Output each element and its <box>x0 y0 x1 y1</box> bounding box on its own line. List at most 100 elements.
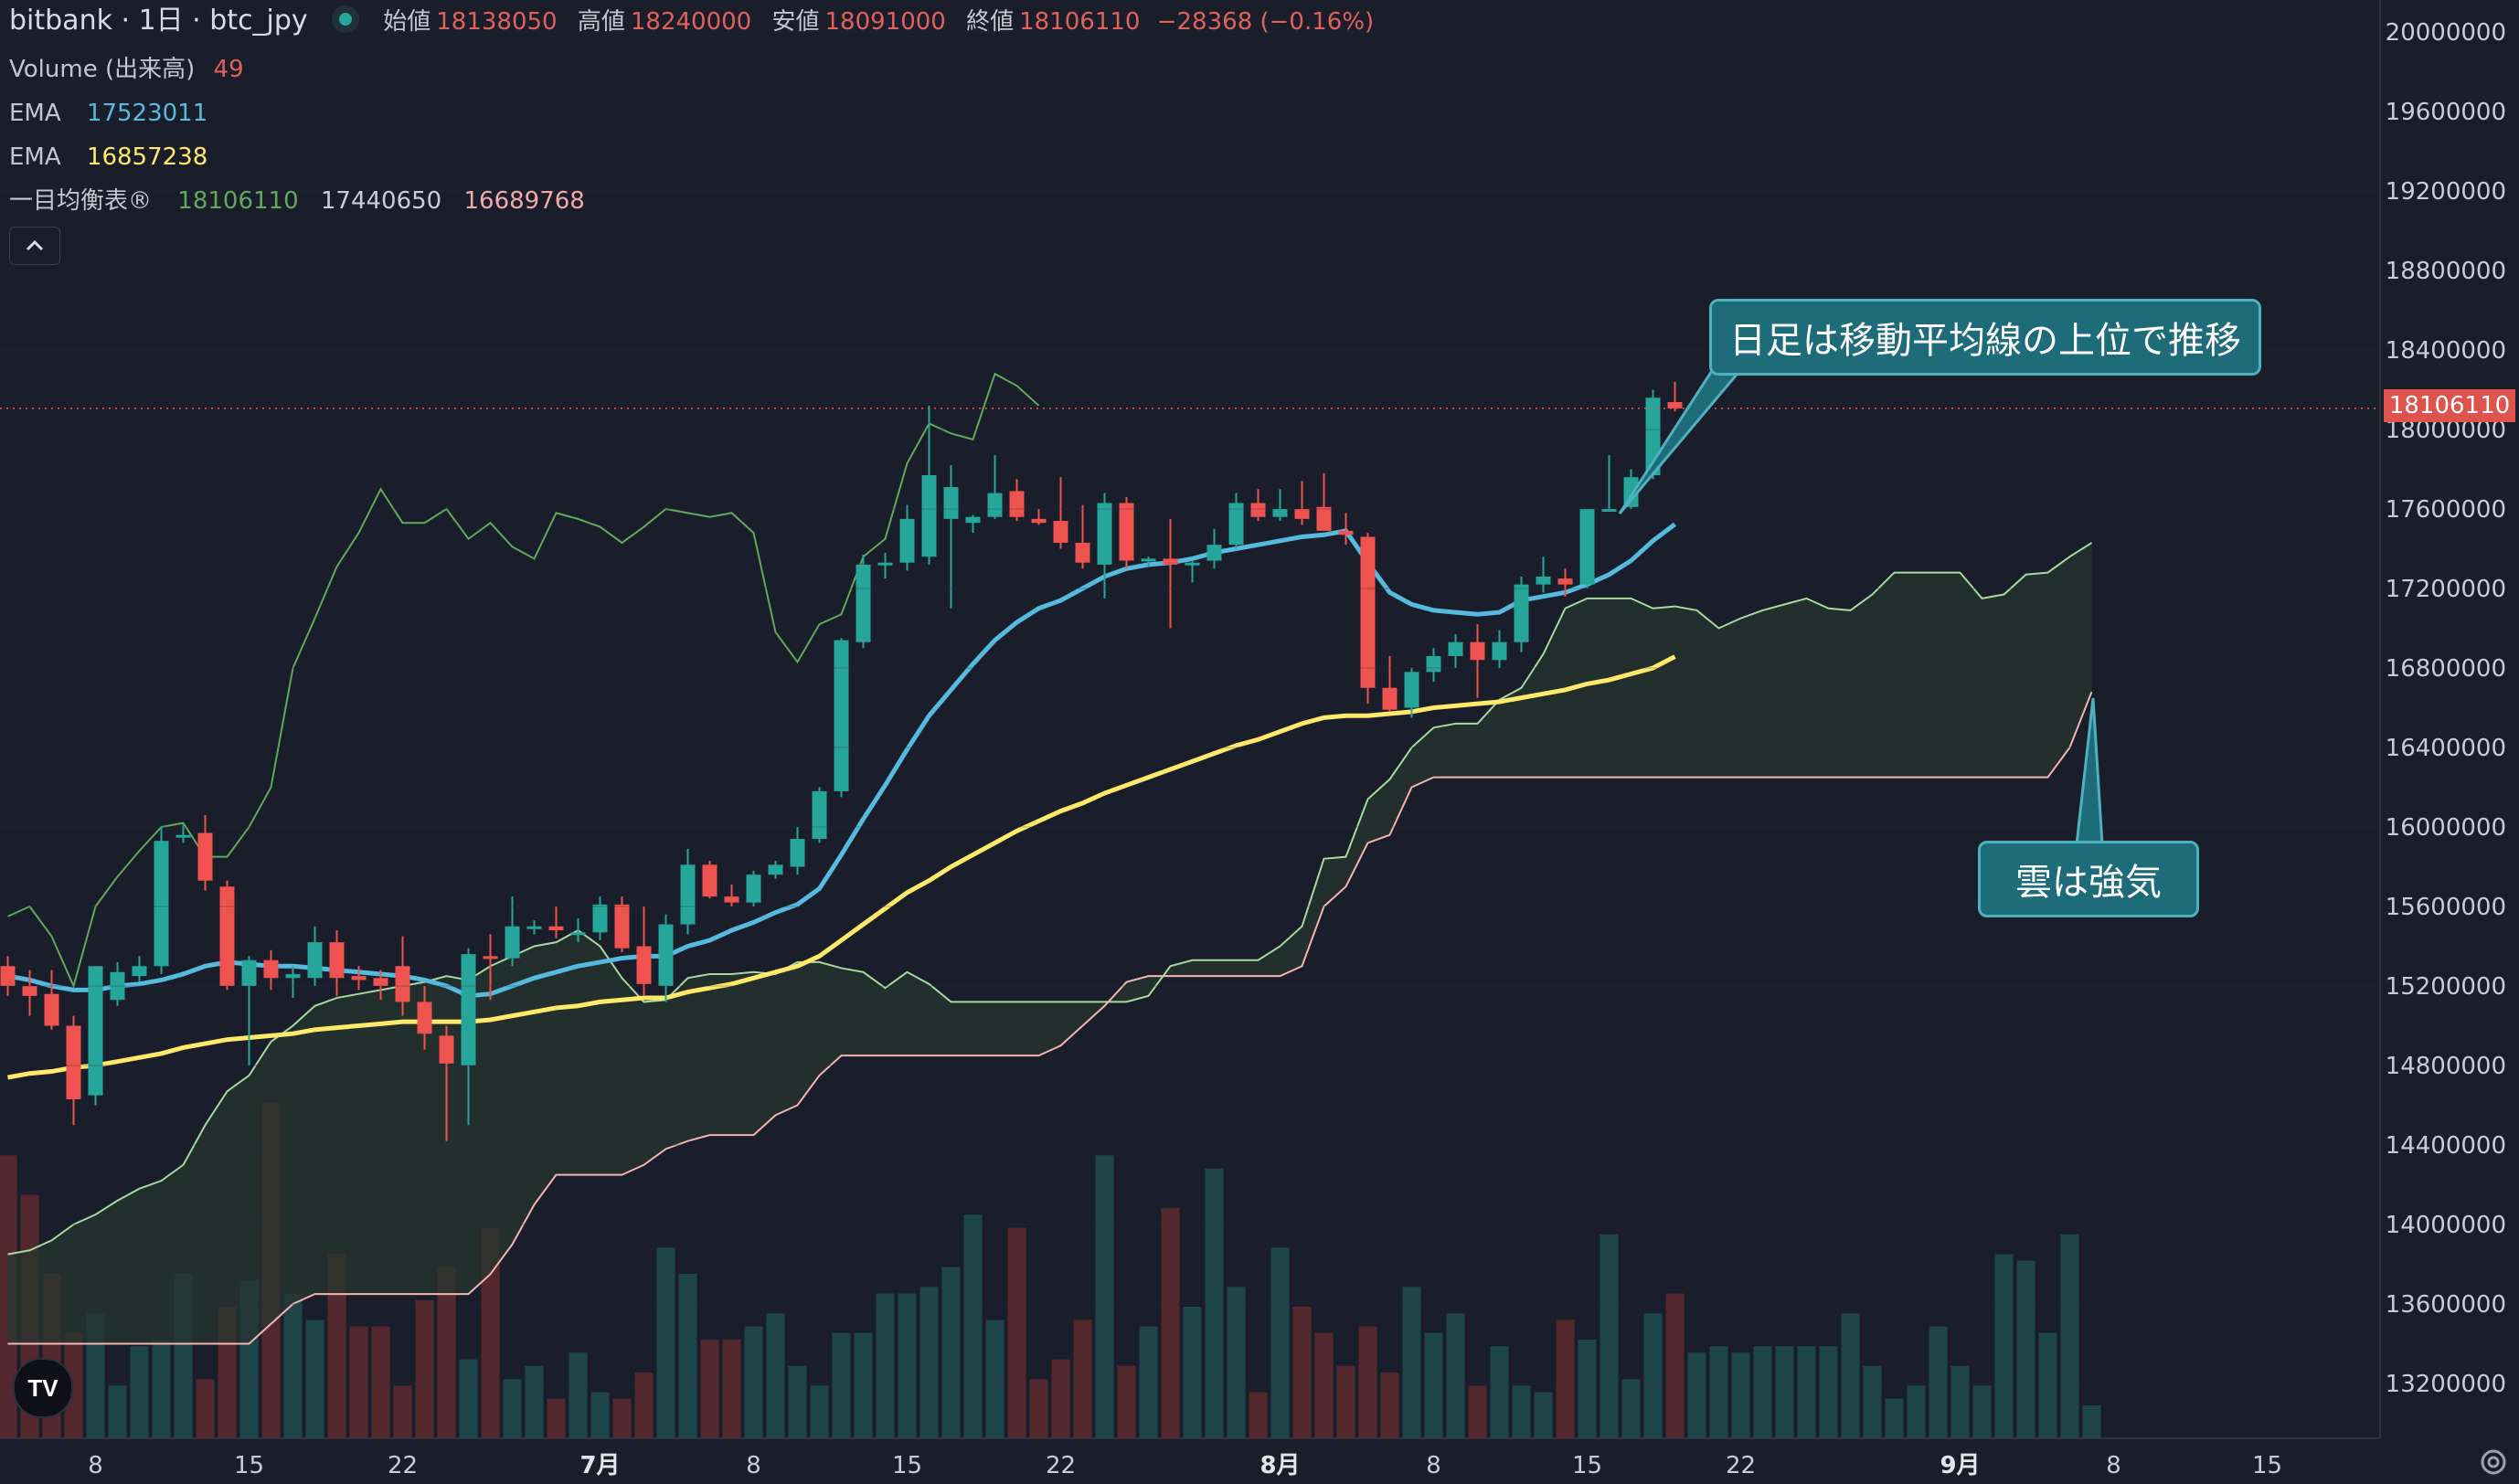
candle-body <box>1360 536 1376 688</box>
candle-body <box>548 926 564 931</box>
price-tick-label: 14400000 <box>2386 1132 2506 1160</box>
volume-bar <box>963 1214 983 1438</box>
volume-bar <box>108 1385 127 1438</box>
candle-body <box>1316 506 1332 531</box>
ema-slow-line <box>7 654 1676 1080</box>
price-axis: 13200000 13600000 14000000 14400000 14800000… <box>0 19 2506 1398</box>
candle-body <box>1097 503 1112 565</box>
open-value: 18138050 <box>436 8 558 36</box>
candle-body <box>175 834 191 838</box>
collapse-legend-button[interactable] <box>9 227 60 265</box>
price-tick-label: 15200000 <box>2386 973 2506 1001</box>
volume-bar <box>349 1326 368 1438</box>
candle-body <box>22 986 37 996</box>
candle-body <box>877 562 893 566</box>
ema-slow-legend[interactable]: EMA 16857238 <box>9 143 213 172</box>
volume-bar <box>612 1398 632 1438</box>
candle-body <box>66 1025 81 1099</box>
volume-bar <box>525 1365 544 1438</box>
volume-bar <box>481 1227 500 1438</box>
close-value: 18106110 <box>1019 8 1141 36</box>
candle-body <box>1579 509 1595 585</box>
candle-body <box>373 978 388 986</box>
candle-body <box>241 959 257 986</box>
volume-bar <box>1095 1155 1114 1438</box>
candle-body <box>1514 584 1529 642</box>
indicator-lines <box>7 372 1677 1080</box>
candle-body <box>921 475 937 557</box>
volume-bar <box>898 1293 917 1438</box>
tradingview-logo-icon[interactable]: TV <box>13 1358 73 1418</box>
ema-fast-legend[interactable]: EMA 17523011 <box>9 99 213 128</box>
price-tick-label: 15600000 <box>2386 894 2506 921</box>
annotation-cloud-bullish[interactable]: 雲は強気 <box>1978 841 2199 917</box>
volume-bar <box>569 1352 588 1438</box>
volume-bar <box>1051 1359 1070 1438</box>
volume-bar <box>678 1274 697 1438</box>
time-tick-label: 22 <box>1726 1452 1756 1479</box>
volume-bar <box>196 1379 215 1438</box>
ichimoku-cloud <box>7 542 2093 1345</box>
candle-body <box>1404 672 1419 708</box>
candle-body <box>44 993 59 1026</box>
ema-slow-value: 16857238 <box>86 143 208 171</box>
candle-body <box>1119 503 1134 561</box>
candle-body <box>856 564 871 642</box>
volume-bar <box>1753 1346 1772 1438</box>
candle-body <box>1075 542 1090 563</box>
time-tick-label: 8 <box>1426 1452 1441 1479</box>
volume-bar <box>1468 1385 1487 1438</box>
candle-body <box>351 976 367 980</box>
ema-fast-label: EMA <box>9 100 61 127</box>
candle-body <box>614 904 630 949</box>
candle-body <box>0 966 16 986</box>
volume-bar <box>437 1267 456 1438</box>
volume-bar <box>1972 1385 1992 1438</box>
volume-bar <box>152 1340 171 1438</box>
time-axis: 8 15 22 7月 8 15 22 8月 8 15 22 9月 8 15 <box>88 1452 2282 1479</box>
ema-slow-label: EMA <box>9 143 61 171</box>
low-value: 18091000 <box>824 8 946 36</box>
candle-body <box>965 516 981 524</box>
volume-bar <box>788 1365 807 1438</box>
time-tick-label: 8 <box>746 1452 761 1479</box>
volume-bar <box>1950 1365 1970 1438</box>
chikou-span-line <box>7 372 1040 989</box>
ichimoku-legend[interactable]: 一目均衡表® 18106110 17440650 16689768 <box>9 186 590 216</box>
volume-bar <box>1885 1398 1904 1438</box>
candle-body <box>483 956 498 959</box>
volume-bar <box>1402 1287 1421 1438</box>
callout-pointer-top <box>1618 362 1749 514</box>
price-tick-label: 17600000 <box>2386 496 2506 524</box>
volume-bar <box>1709 1346 1728 1438</box>
candle-body <box>1557 578 1573 585</box>
candle-body <box>943 487 959 519</box>
volume-bar <box>656 1247 675 1438</box>
volume-bar <box>919 1287 939 1438</box>
candle-body <box>285 973 301 979</box>
volume-bar <box>415 1299 434 1438</box>
gear-icon[interactable] <box>2475 1444 2512 1480</box>
symbol-title[interactable]: bitbank · 1日 · btc_jpy <box>9 5 308 37</box>
volume-bar <box>371 1326 390 1438</box>
volume-legend[interactable]: Volume (出来高) 49 <box>9 55 250 84</box>
volume-bar <box>1929 1326 1948 1438</box>
ichimoku-label: 一目均衡表® <box>9 187 153 215</box>
candle-body <box>592 904 608 933</box>
volume-bar <box>1380 1373 1399 1438</box>
volume-bar <box>722 1340 741 1438</box>
volume-bar <box>393 1385 412 1438</box>
candle-body <box>658 924 674 986</box>
low-label: 安値 <box>771 8 820 36</box>
ichimoku-value-3: 16689768 <box>463 187 585 215</box>
candle-body <box>987 493 1003 517</box>
ema-fast-value: 17523011 <box>86 100 208 127</box>
candle-body <box>702 864 717 897</box>
high-value: 18240000 <box>630 8 752 36</box>
candle-body <box>505 926 520 959</box>
candle-body <box>899 518 915 563</box>
candle-body <box>526 926 542 929</box>
annotation-price-above-ma[interactable]: 日足は移動平均線の上位で推移 <box>1709 299 2261 376</box>
candle-body <box>636 946 652 984</box>
